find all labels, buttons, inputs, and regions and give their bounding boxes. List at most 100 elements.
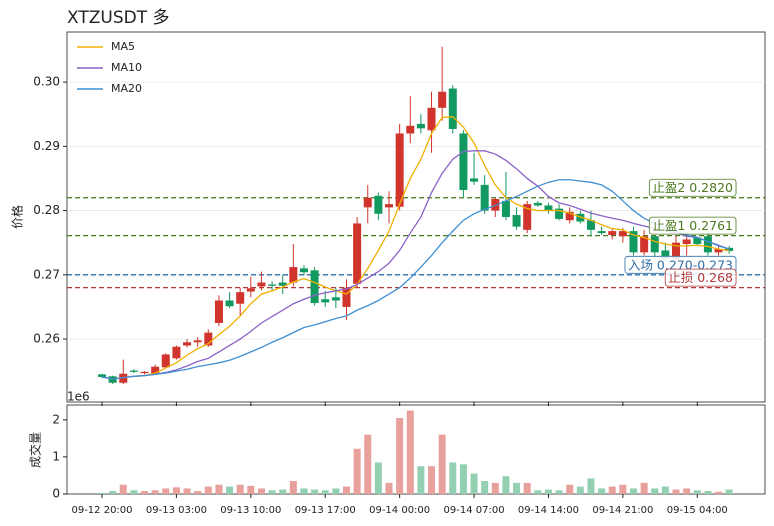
x-tick-label: 09-13 17:00	[295, 505, 356, 516]
volume-bar	[608, 486, 616, 494]
volume-bar	[119, 484, 127, 494]
candle-body	[565, 211, 574, 221]
volume-bar	[236, 484, 244, 494]
volume-bar	[300, 488, 308, 494]
offset-label: 1e6	[67, 390, 90, 404]
ma-line	[101, 179, 730, 380]
candle-body	[544, 205, 553, 211]
candle-body	[672, 242, 681, 259]
candle-body	[416, 123, 425, 129]
candle-body	[140, 371, 149, 374]
candle-body	[374, 195, 383, 214]
y-tick-label: 1	[52, 449, 60, 463]
volume-bar	[587, 478, 595, 494]
volume-bar	[342, 486, 350, 494]
candle-body	[480, 184, 489, 211]
volume-bar	[353, 448, 361, 494]
volume-bar	[725, 489, 733, 494]
level-tag: 止盈1 0.2761	[648, 216, 737, 235]
volume-axis-label: 成交量	[28, 432, 43, 468]
volume-bar	[215, 484, 223, 494]
volume-bar	[683, 488, 691, 494]
candle-body	[268, 284, 277, 286]
candle-body	[725, 247, 734, 252]
legend-label: MA5	[111, 40, 135, 53]
x-tick-label: 09-14 21:00	[592, 505, 653, 516]
level-tag: 止盈2 0.2820	[648, 178, 737, 197]
volume-bar	[715, 491, 723, 494]
candle-body	[363, 197, 372, 208]
y-tick-label: 0.26	[33, 332, 60, 346]
volume-bar	[204, 486, 212, 494]
candle-body	[98, 374, 106, 377]
candle-body	[555, 208, 564, 219]
candle-body	[693, 237, 702, 244]
candle-body	[331, 297, 340, 301]
level-label: 止盈1 0.2761	[652, 218, 733, 233]
candle-body	[608, 231, 617, 235]
volume-bar	[566, 484, 574, 494]
volume-bar	[651, 488, 659, 494]
candle-body	[427, 107, 436, 131]
candle-body	[682, 239, 691, 244]
y-tick-label: 0	[52, 487, 60, 501]
volume-bar	[289, 481, 297, 494]
candle-body	[714, 249, 723, 253]
candle-body	[448, 88, 457, 129]
candle-body	[650, 236, 659, 253]
level-tag-box	[648, 178, 737, 197]
volume-bar	[268, 490, 276, 494]
y-tick-label: 0.27	[33, 267, 60, 281]
volume-bar	[385, 482, 393, 494]
candle-body	[321, 299, 330, 303]
ma-line	[101, 116, 730, 380]
volume-bar	[640, 482, 648, 494]
candle-body	[597, 231, 606, 234]
candle-body	[703, 236, 712, 253]
x-tick-label: 09-15 04:00	[667, 505, 728, 516]
volume-bar	[438, 434, 446, 494]
volume-bar	[693, 490, 701, 494]
volume-bar	[449, 462, 457, 494]
candle-body	[246, 288, 255, 292]
volume-bar	[704, 491, 712, 494]
volume-bar	[661, 486, 669, 494]
volume-bar	[491, 482, 499, 494]
candle-body	[172, 346, 181, 359]
y-axis-label: 价格	[10, 205, 25, 229]
volume-bar	[619, 484, 627, 494]
level-tag: 止损 0.268	[664, 268, 737, 287]
y-tick-label: 2	[52, 412, 60, 426]
volume-bar	[130, 490, 138, 494]
volume-bar	[98, 492, 106, 494]
candle-body	[161, 354, 170, 368]
volume-bar	[332, 488, 340, 494]
volume-bar	[151, 490, 159, 494]
candle-body	[183, 342, 192, 346]
volume-bar	[396, 417, 404, 494]
volume-bar	[555, 490, 563, 494]
candle-body	[618, 231, 627, 237]
volume-bar	[598, 488, 606, 494]
candle-body	[470, 178, 479, 182]
candle-body	[214, 300, 223, 323]
candle-body	[289, 267, 298, 283]
level-label: 止盈2 0.2820	[652, 180, 733, 195]
candle-body	[586, 220, 595, 230]
x-tick-label: 09-13 03:00	[146, 505, 207, 516]
candle-body	[225, 300, 234, 307]
volume-bar	[162, 488, 170, 494]
candle-body	[278, 282, 287, 286]
candle-body	[299, 268, 308, 273]
candle-body	[385, 204, 394, 208]
volume-bar	[374, 462, 382, 494]
x-tick-label: 09-14 00:00	[369, 505, 430, 516]
candle-body	[193, 340, 202, 343]
candle-body	[533, 202, 542, 206]
y-tick-label: 0.30	[33, 75, 60, 89]
volume-bar	[576, 486, 584, 494]
volume-bar	[226, 486, 234, 494]
level-tag-box	[648, 216, 737, 235]
candle-body	[204, 332, 213, 346]
